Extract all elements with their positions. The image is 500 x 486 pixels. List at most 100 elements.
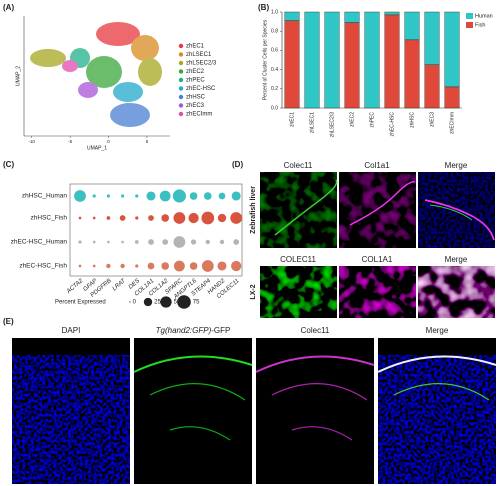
dot [201, 211, 215, 225]
legend-swatch [466, 13, 473, 19]
legend-swatch [178, 103, 184, 108]
dot [159, 190, 171, 202]
cluster-blob [131, 35, 159, 61]
image-title: Col1a1 [364, 161, 390, 170]
legend-label: zhLSEC1 [186, 52, 212, 58]
legend-swatch [178, 86, 184, 91]
x-tick-label: zhEC3 [429, 112, 435, 127]
bar-segment [404, 11, 420, 41]
bar-segment [344, 11, 360, 23]
legend-label: zhHSC [186, 95, 206, 101]
image-title-plain: -GFP [211, 326, 230, 335]
legend-label: Fish [475, 22, 485, 28]
legend-swatch [178, 52, 184, 57]
y-tick-label: 0.2 [271, 86, 278, 92]
legend-swatch [178, 77, 184, 83]
dot [146, 191, 156, 201]
cluster-blob [30, 49, 66, 67]
dot [120, 194, 125, 198]
dot [135, 216, 139, 220]
structure [274, 179, 338, 236]
x-axis-label: UMAP_1 [87, 145, 107, 151]
bar-segment [324, 11, 340, 109]
dot [231, 260, 242, 272]
y-tick-label: 1.0 [271, 9, 278, 15]
dot [92, 194, 96, 198]
legend-swatch [178, 94, 184, 100]
cluster-blob [96, 22, 140, 46]
image-title-italic: Tg(hand2:GFP) [156, 326, 212, 335]
dot [161, 262, 170, 270]
legend-label: zhEC1 [186, 44, 205, 50]
micrograph [256, 338, 374, 484]
dot [173, 236, 186, 248]
size-legend-label: 75 [193, 300, 200, 306]
dot [119, 215, 126, 221]
structure [149, 383, 246, 441]
dot [92, 216, 96, 220]
panel-label: (B) [258, 3, 269, 12]
row-label: LX-2 [250, 284, 257, 299]
dot [121, 240, 124, 244]
size-legend-title: Percent Expressed [55, 300, 106, 306]
dot [172, 189, 186, 203]
dot [135, 264, 139, 268]
row-label: zhHSC_Human [22, 193, 68, 200]
micrograph-texture [260, 172, 337, 248]
dot [217, 213, 227, 223]
dot [120, 263, 125, 269]
image-title: Colec11 [301, 326, 330, 335]
structure [393, 383, 490, 401]
legend-label: Human [475, 13, 493, 19]
dot [189, 192, 198, 200]
dot [92, 264, 96, 268]
dot [217, 261, 227, 271]
bar-segment [384, 14, 400, 109]
legend-swatch [178, 43, 184, 49]
cluster-blob [138, 58, 162, 86]
dot [74, 190, 86, 202]
image-title: DAPI [62, 326, 81, 335]
micrograph-texture [418, 266, 495, 318]
micrograph-texture [378, 355, 496, 484]
x-tick-label: zhEC2 [349, 112, 355, 127]
dot [134, 240, 139, 244]
row-label: Zebrafish liver [250, 186, 257, 234]
image-title: Colec11 [284, 161, 313, 170]
x-tick-label: zhECImm [449, 112, 455, 134]
dot [190, 239, 197, 245]
column-label: ACTA2 [65, 278, 85, 296]
bar-segment [444, 86, 460, 109]
dot [173, 212, 186, 224]
dot [78, 264, 82, 268]
panel-e: DAPI Tg(hand2:GFP)-GFP Colec11 Merge [12, 326, 497, 484]
micrograph-texture [260, 266, 337, 318]
panel-label: (A) [3, 3, 14, 12]
x-tick-label: zhLSEC1 [309, 112, 315, 133]
row-label: zhHSC_Fish [31, 215, 68, 222]
cluster-blob [113, 82, 143, 102]
row-label: zhEC-HSC_Fish [19, 263, 67, 270]
dot [203, 192, 212, 200]
dot [161, 214, 170, 222]
micrograph-texture [339, 266, 416, 318]
dot [92, 240, 96, 244]
dot [188, 212, 199, 224]
bar-segment [344, 22, 360, 109]
size-legend-dot [143, 297, 153, 307]
dot [233, 239, 240, 245]
legend-label: zhPEC [186, 78, 205, 84]
y-tick-label: 0.8 [271, 29, 278, 35]
bar-segment [424, 11, 440, 65]
panel-d: Colec11 Col1a1 Merge COLEC11 COL1A1 Merg… [250, 161, 495, 318]
dot [106, 194, 111, 198]
panel-label: (D) [232, 160, 243, 169]
y-axis-label: Percent of Cluster Cells per Species [262, 19, 268, 100]
dot [148, 239, 154, 245]
x-tick-label: -5 [68, 139, 72, 144]
y-tick-label: 0.0 [271, 105, 278, 111]
bar-segment [424, 64, 440, 109]
legend-label: zhLSEC2/3 [186, 61, 217, 67]
dot [189, 262, 198, 270]
structure [377, 355, 497, 373]
